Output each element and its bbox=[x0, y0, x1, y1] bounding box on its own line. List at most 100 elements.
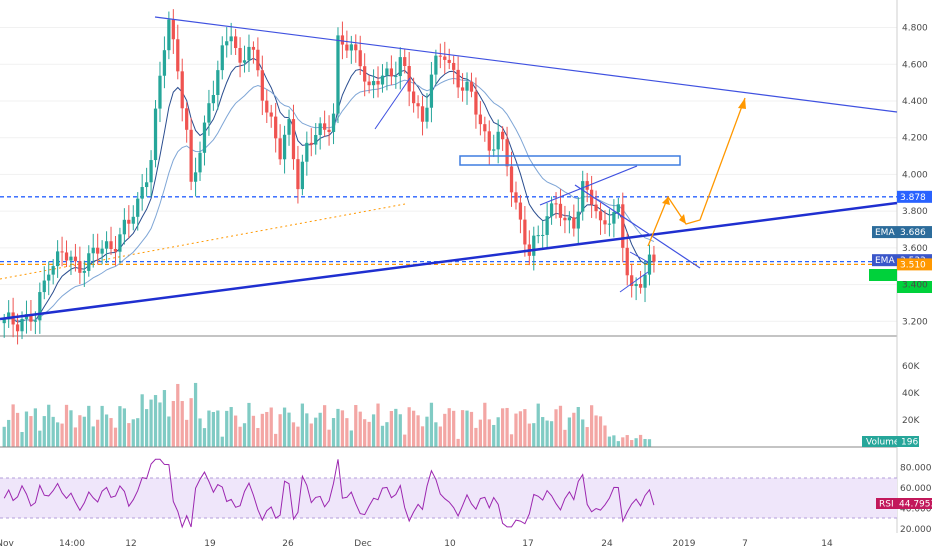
price-tag-bg bbox=[897, 226, 932, 239]
volume-tag: Volume 196 bbox=[862, 436, 919, 448]
time-tick-label: 14 bbox=[821, 539, 833, 549]
candle-body bbox=[309, 142, 313, 145]
volume-bar bbox=[282, 407, 287, 447]
candle-body bbox=[198, 152, 202, 173]
volume-bar bbox=[594, 415, 598, 447]
candle-body bbox=[269, 112, 273, 117]
volume-bar bbox=[278, 414, 282, 447]
rsi-tag-value-bg bbox=[897, 498, 932, 509]
price-tick-label: 3.400 bbox=[902, 281, 928, 291]
volume-bar bbox=[15, 412, 20, 447]
triangle-line-3 bbox=[629, 251, 649, 263]
candle-body bbox=[7, 312, 11, 320]
candle-body bbox=[478, 114, 482, 125]
time-axis: Nov 14:00 12 19 26 Dec 10 17 24 2019 7 14 bbox=[0, 539, 833, 549]
candle-body bbox=[438, 55, 442, 57]
resistance-box bbox=[459, 155, 681, 166]
volume-bar bbox=[171, 400, 175, 447]
volume-bar bbox=[260, 413, 264, 447]
candle-body bbox=[73, 256, 78, 262]
volume-bar bbox=[47, 404, 51, 447]
volume-bar bbox=[51, 416, 55, 447]
volume-bar bbox=[483, 402, 487, 447]
volume-bar bbox=[603, 425, 607, 447]
volume-bar bbox=[532, 423, 536, 447]
candle-body bbox=[211, 95, 215, 104]
candle-body bbox=[193, 172, 198, 182]
candle-body bbox=[398, 57, 402, 77]
candle-body bbox=[501, 131, 505, 140]
price-tag-name-bg bbox=[872, 226, 897, 239]
candle-body bbox=[251, 46, 256, 50]
volume-bar bbox=[376, 403, 380, 447]
candle-body bbox=[474, 91, 478, 115]
volume-bar bbox=[501, 408, 505, 447]
volume-bar bbox=[394, 408, 398, 447]
volume-bar bbox=[638, 434, 643, 447]
candle-body bbox=[127, 219, 131, 224]
candle-body bbox=[314, 135, 318, 145]
candle-body bbox=[416, 103, 420, 107]
volume-bar bbox=[265, 411, 269, 447]
volume-bar bbox=[20, 432, 24, 447]
candle-body bbox=[131, 216, 135, 224]
candle-body bbox=[318, 123, 322, 136]
candle-body bbox=[594, 204, 598, 212]
candle-body bbox=[140, 187, 144, 199]
candle-body bbox=[260, 70, 264, 101]
volume-bar bbox=[536, 403, 540, 447]
candle-body bbox=[429, 74, 434, 108]
volume-bar bbox=[465, 410, 469, 447]
price-tick-label: 3.200 bbox=[902, 317, 928, 327]
channel-line-lower bbox=[574, 184, 701, 269]
candle-body bbox=[149, 160, 153, 183]
candle-body bbox=[545, 216, 549, 235]
time-tick-label: 12 bbox=[125, 539, 136, 549]
candle-body bbox=[91, 247, 95, 254]
candle-body bbox=[541, 234, 545, 236]
volume-bar bbox=[340, 410, 345, 447]
volume-bar bbox=[127, 423, 131, 447]
candle-body bbox=[603, 220, 607, 225]
candle-body bbox=[492, 149, 496, 151]
volume-bar bbox=[229, 407, 233, 447]
volume-bar bbox=[158, 402, 162, 447]
volume-bar bbox=[590, 405, 594, 447]
volume-bar bbox=[625, 435, 629, 447]
volume-bar bbox=[234, 415, 238, 447]
rsi-axis: 80.0000 60.0000 40.0000 20.0000 bbox=[900, 463, 932, 534]
candle-body bbox=[363, 66, 367, 82]
candle-body bbox=[15, 324, 20, 332]
time-tick-label: 7 bbox=[742, 539, 748, 549]
volume-bar bbox=[136, 418, 140, 447]
candle-body bbox=[456, 69, 460, 88]
green-marker-2 bbox=[897, 281, 932, 293]
candle-body bbox=[496, 131, 500, 150]
volume-bar bbox=[456, 438, 460, 447]
volume-bar bbox=[607, 436, 612, 447]
volume-tick-label: 60K bbox=[902, 362, 920, 372]
volume-bar bbox=[38, 430, 42, 447]
volume-bar bbox=[621, 437, 625, 447]
candle-body bbox=[412, 91, 416, 104]
volume-bar bbox=[300, 403, 304, 447]
volume-bar bbox=[131, 419, 135, 447]
volume-bar bbox=[554, 409, 558, 447]
volume-bar bbox=[545, 420, 549, 447]
candle-body bbox=[247, 46, 251, 61]
volume-bar bbox=[118, 406, 122, 447]
volume-bar bbox=[29, 416, 33, 447]
candle-body bbox=[425, 107, 429, 122]
candle-body bbox=[354, 44, 358, 51]
candle-body bbox=[109, 241, 113, 249]
candle-body bbox=[389, 68, 393, 77]
candle-body bbox=[567, 217, 571, 221]
candle-body bbox=[56, 251, 60, 267]
volume-bar bbox=[345, 418, 349, 447]
volume-bar bbox=[567, 417, 571, 447]
candle-body bbox=[118, 234, 122, 252]
candle-body bbox=[630, 275, 634, 287]
time-tick-label: 26 bbox=[282, 539, 294, 549]
candle-body bbox=[47, 274, 51, 281]
